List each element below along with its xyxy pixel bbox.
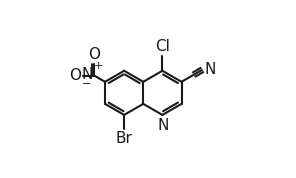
Text: +: + [94,61,103,71]
Text: O: O [88,47,100,62]
Text: O: O [69,68,81,83]
Text: Cl: Cl [155,40,170,54]
Text: N: N [205,62,216,77]
Text: Br: Br [116,131,133,146]
Text: N: N [157,118,168,133]
Text: −: − [82,79,91,89]
Text: N: N [81,67,93,82]
